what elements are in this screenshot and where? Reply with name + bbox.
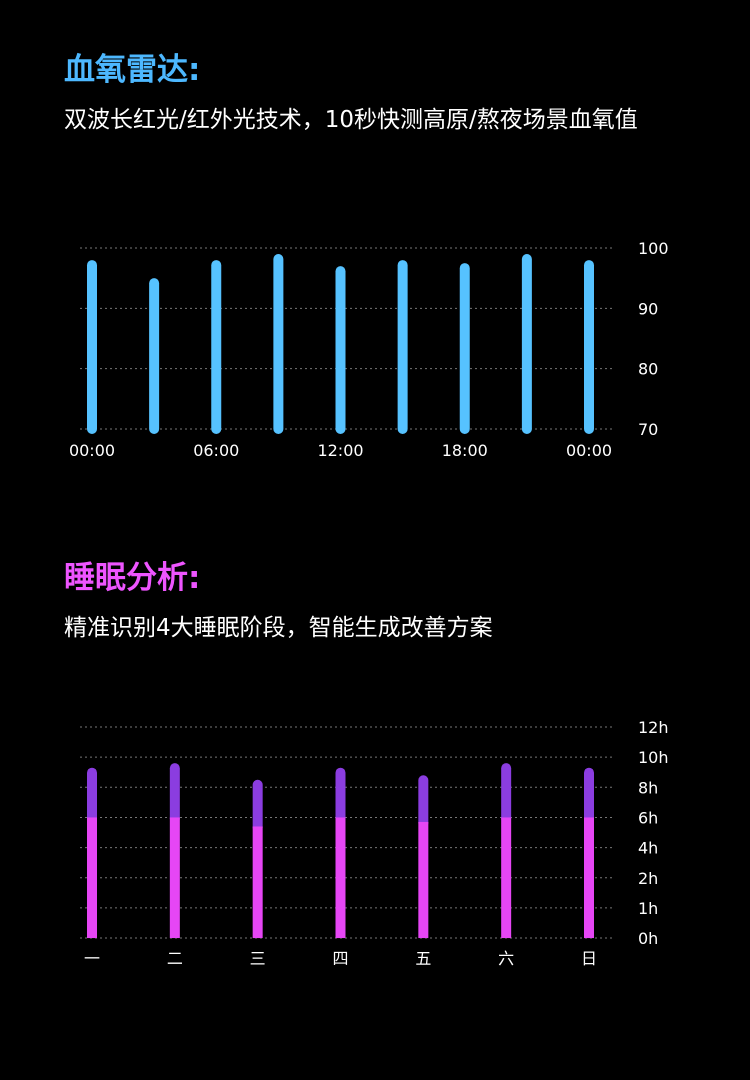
spo2-bar xyxy=(335,266,346,434)
y-tick-label: 12h xyxy=(638,718,669,737)
x-tick-label: 12:00 xyxy=(317,441,363,460)
spo2-bar xyxy=(87,260,97,434)
spo2-bar xyxy=(584,260,594,434)
sleep-bar-upper xyxy=(335,767,346,824)
spo2-subtitle: 双波长红光/红外光技术，10秒快测高原/熬夜场景血氧值 xyxy=(64,107,638,133)
sleep-title: 睡眠分析: xyxy=(64,560,201,596)
y-tick-label: 80 xyxy=(638,360,658,379)
spo2-title: 血氧雷达: xyxy=(64,52,201,88)
y-tick-label: 8h xyxy=(638,778,658,797)
sleep-bar-upper xyxy=(252,779,263,833)
y-tick-label: 6h xyxy=(638,808,658,827)
x-tick-label: 五 xyxy=(415,949,431,968)
x-tick-label: 00:00 xyxy=(566,441,612,460)
y-tick-label: 10h xyxy=(638,748,669,767)
sleep-bar-lower xyxy=(418,821,429,939)
spo2-bar xyxy=(273,254,284,434)
spo2-bar xyxy=(459,263,470,434)
sleep-bar-lower xyxy=(335,817,346,939)
x-tick-label: 三 xyxy=(250,949,266,968)
x-tick-label: 00:00 xyxy=(69,441,115,460)
sleep-bar-lower xyxy=(501,817,512,939)
spo2-bar xyxy=(211,260,222,434)
x-tick-label: 日 xyxy=(581,949,597,968)
x-tick-label: 四 xyxy=(332,949,348,968)
x-tick-label: 二 xyxy=(167,949,183,968)
sleep-bar-lower xyxy=(87,817,97,939)
spo2-chart: 100 90 80 70 00:00 06:00 12:00 18:00 00:00 xyxy=(69,240,669,460)
x-tick-label: 一 xyxy=(84,949,100,968)
x-tick-label: 06:00 xyxy=(193,441,239,460)
sleep-chart: 12h 10h 8h 6h 4h 2h 1h 0h 一 二 三 四 五 六 日 xyxy=(80,718,669,968)
sleep-bar-upper xyxy=(584,767,594,824)
spo2-bar xyxy=(149,278,160,434)
y-tick-label: 4h xyxy=(638,839,658,858)
y-tick-label: 2h xyxy=(638,869,658,888)
sleep-bar-lower xyxy=(584,817,594,939)
sleep-bar-upper xyxy=(501,763,512,824)
sleep-bar-upper xyxy=(87,767,97,824)
y-tick-label: 90 xyxy=(638,299,658,318)
sleep-bar-lower xyxy=(169,817,180,939)
y-tick-label: 70 xyxy=(638,420,658,439)
y-tick-label: 1h xyxy=(638,899,658,918)
sleep-bar-upper xyxy=(418,775,429,828)
sleep-subtitle: 精准识别4大睡眠阶段，智能生成改善方案 xyxy=(64,615,493,641)
x-tick-label: 18:00 xyxy=(442,441,488,460)
spo2-bar xyxy=(521,254,532,434)
sleep-bar-lower xyxy=(252,826,263,939)
x-tick-label: 六 xyxy=(498,949,514,968)
y-tick-label: 0h xyxy=(638,929,658,948)
y-tick-label: 100 xyxy=(638,240,669,258)
spo2-bar xyxy=(397,260,408,434)
sleep-bar-upper xyxy=(169,763,180,824)
